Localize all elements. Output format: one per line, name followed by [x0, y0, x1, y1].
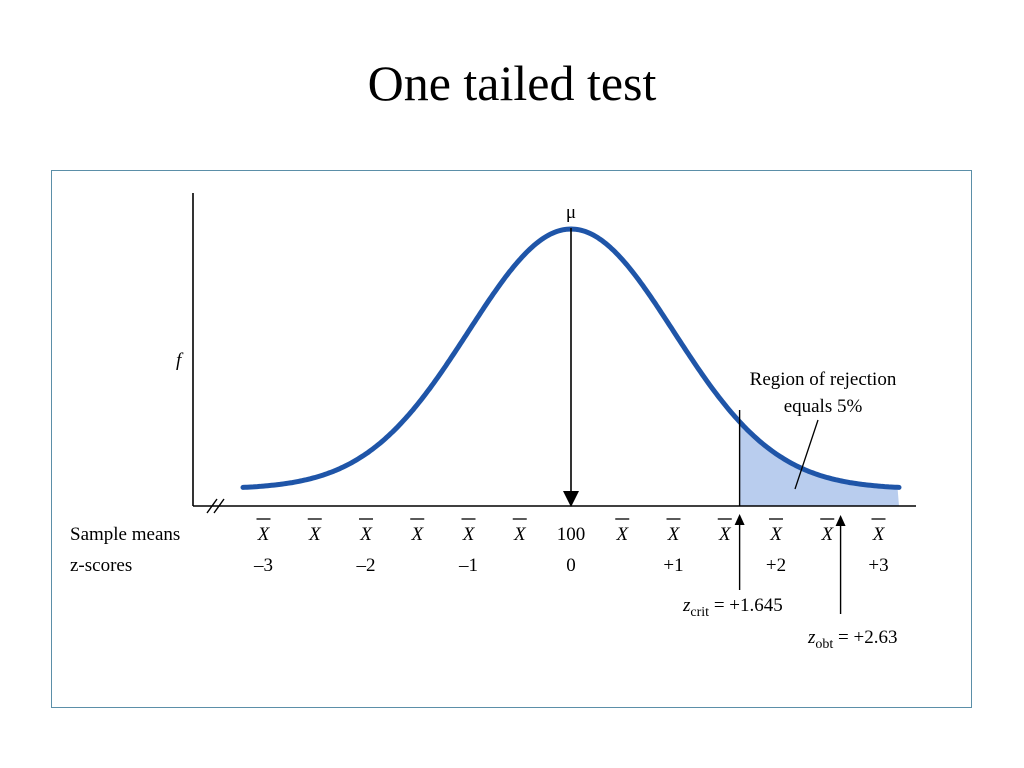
sample-mean-symbol: X — [410, 518, 424, 545]
sample-mean-symbol: X — [871, 518, 886, 545]
sample-mean-symbol: X — [256, 518, 271, 545]
arrow-up-icon — [835, 515, 846, 526]
mean-value-label: 100 — [557, 524, 586, 545]
sample-mean-symbol: X — [769, 518, 783, 545]
svg-text:X: X — [462, 524, 476, 545]
sample-mean-symbol: X — [820, 518, 834, 545]
svg-text:X: X — [667, 524, 681, 545]
arrow-up-icon — [734, 514, 745, 525]
mean-arrowhead-icon — [563, 491, 579, 507]
svg-text:X: X — [769, 524, 783, 545]
svg-text:X: X — [820, 524, 834, 545]
sample-mean-symbol: X — [615, 518, 629, 545]
svg-text:X: X — [718, 524, 732, 545]
rejection-label-line2: equals 5% — [784, 396, 863, 417]
svg-text:X: X — [410, 524, 424, 545]
sample-means-row-label: Sample means — [70, 524, 180, 545]
y-axis-label: f — [176, 350, 184, 371]
rejection-region-fill — [739, 421, 899, 506]
sample-mean-symbol: X — [666, 518, 681, 545]
svg-text:X: X — [615, 524, 629, 545]
annotation-label: zobt = +2.63 — [807, 627, 897, 652]
z-tick-label: –1 — [458, 555, 478, 576]
rejection-label-pointer — [794, 419, 819, 490]
axis-break-icon — [206, 498, 225, 514]
annotation-label: zcrit = +1.645 — [682, 595, 783, 620]
svg-text:X: X — [257, 524, 271, 545]
sample-mean-symbol: X — [717, 518, 732, 545]
z-obt-annotation: zobt = +2.63 — [807, 515, 897, 652]
z-tick-label: –2 — [356, 555, 376, 576]
z-tick-label: –3 — [253, 555, 273, 576]
sample-mean-symbol: X — [359, 518, 373, 545]
svg-text:X: X — [513, 524, 527, 545]
z-tick-label: +3 — [868, 555, 888, 576]
z-tick-label: 0 — [566, 555, 576, 576]
z-crit-annotation: zcrit = +1.645 — [682, 514, 783, 620]
sample-mean-symbol: X — [461, 518, 476, 545]
z-scores-row: –3 –2 –1 0 +1 +2 +3 — [253, 555, 889, 576]
z-scores-row-label: z-scores — [70, 555, 132, 576]
svg-text:X: X — [872, 524, 886, 545]
svg-text:X: X — [359, 524, 373, 545]
rejection-label-line1: Region of rejection — [750, 369, 897, 390]
slide-title: One tailed test — [367, 55, 657, 111]
z-tick-label: +2 — [766, 555, 786, 576]
sample-mean-symbol: X — [307, 518, 322, 545]
chart-frame — [51, 170, 972, 708]
mean-symbol: μ — [566, 202, 576, 223]
sample-mean-symbol: X — [512, 518, 527, 545]
svg-text:X: X — [308, 524, 322, 545]
z-tick-label: +1 — [663, 555, 683, 576]
